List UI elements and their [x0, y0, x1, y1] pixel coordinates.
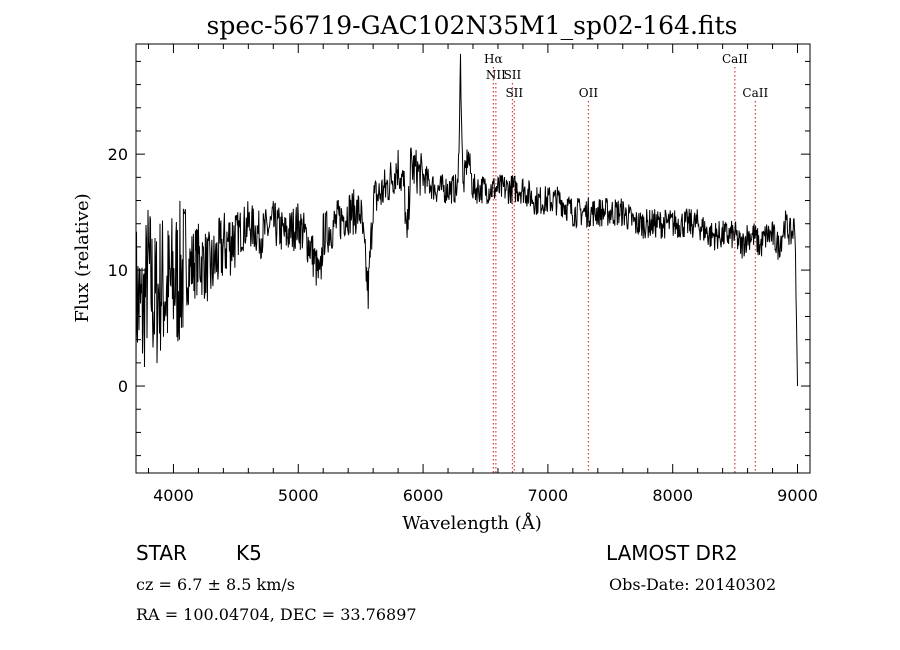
- line-marker-label: CaII: [742, 86, 768, 100]
- y-tick-label: 20: [108, 145, 128, 164]
- line-marker-label: SII: [505, 86, 523, 100]
- line-marker-label: Hα: [484, 52, 503, 66]
- line-marker-label: NII: [486, 68, 506, 82]
- x-tick-label: 4000: [153, 486, 194, 505]
- y-axis-label: Flux (relative): [72, 193, 93, 322]
- plot-frame: [135, 43, 811, 474]
- line-marker-label: CaII: [722, 52, 748, 66]
- x-tick-label: 5000: [278, 486, 319, 505]
- x-tick-label: 9000: [777, 486, 818, 505]
- spectral-subclass: K5: [236, 541, 262, 565]
- line-marker-label: SII: [504, 68, 522, 82]
- x-tick-label: 8000: [652, 486, 693, 505]
- axis-ticks: 4000 5000 6000 7000 8000 9000 0 10 20: [108, 44, 818, 505]
- x-axis-label: Wavelength (Å): [402, 512, 542, 534]
- spectrum-line: [135, 53, 798, 387]
- x-tick-label: 7000: [528, 486, 569, 505]
- y-tick-label: 0: [118, 377, 128, 396]
- object-type: STAR: [136, 541, 187, 565]
- line-marker-label: OII: [579, 86, 599, 100]
- y-tick-label: 10: [108, 261, 128, 280]
- survey-name: LAMOST DR2: [606, 541, 738, 565]
- coordinates: RA = 100.04704, DEC = 33.76897: [136, 605, 417, 624]
- observation-date: Obs-Date: 20140302: [609, 575, 776, 594]
- chart-title: spec-56719-GAC102N35M1_sp02-164.fits: [207, 11, 738, 40]
- redshift-velocity: cz = 6.7 ± 8.5 km/s: [136, 575, 295, 594]
- x-tick-label: 6000: [403, 486, 444, 505]
